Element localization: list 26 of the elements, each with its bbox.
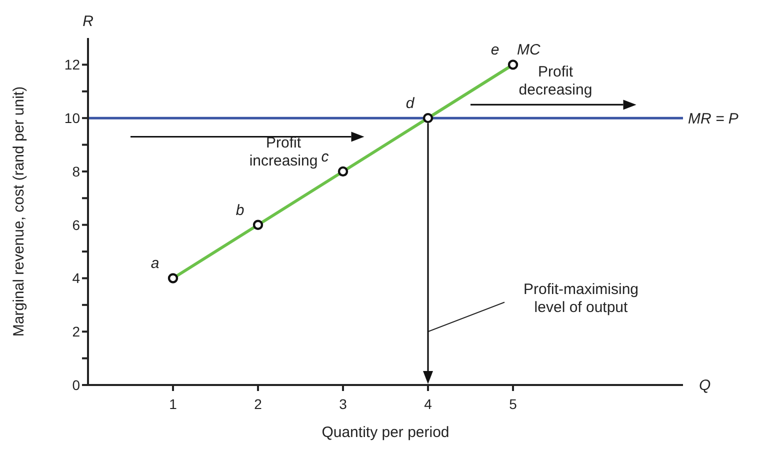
x-tick-label: 2 [254, 396, 262, 412]
annotation: e [490, 42, 500, 59]
x-tick-label: 3 [339, 396, 348, 412]
x-tick-label: 5 [509, 396, 518, 412]
ref-line-label: MR = P [688, 110, 738, 128]
x-tick-label: 1 [169, 396, 178, 412]
y-tick-label: 0 [72, 376, 80, 393]
annotation: Profit-maximising level of output [523, 281, 639, 316]
y-axis-title: Marginal revenue, cost (rand per unit) [10, 86, 28, 337]
annotation: c [321, 148, 330, 166]
series-label: MC [517, 42, 540, 59]
annotation: Profit increasing [249, 134, 318, 170]
y-tick-label: 6 [72, 216, 80, 233]
annotation: a [150, 255, 160, 272]
x-tick-label: 4 [424, 396, 432, 412]
annotation: d [406, 95, 415, 112]
text: R [82, 13, 94, 30]
y-tick-label: 8 [72, 163, 80, 180]
y-tick-label: 4 [72, 270, 80, 286]
text: Q [699, 377, 711, 394]
y-tick-label: 10 [64, 110, 80, 126]
annotation: Profit decreasing [518, 64, 592, 99]
annotation: b [236, 202, 244, 219]
x-axis-title: Quantity per period [322, 424, 450, 441]
y-tick-label: 2 [72, 324, 80, 340]
y-tick-label: 12 [64, 56, 80, 73]
